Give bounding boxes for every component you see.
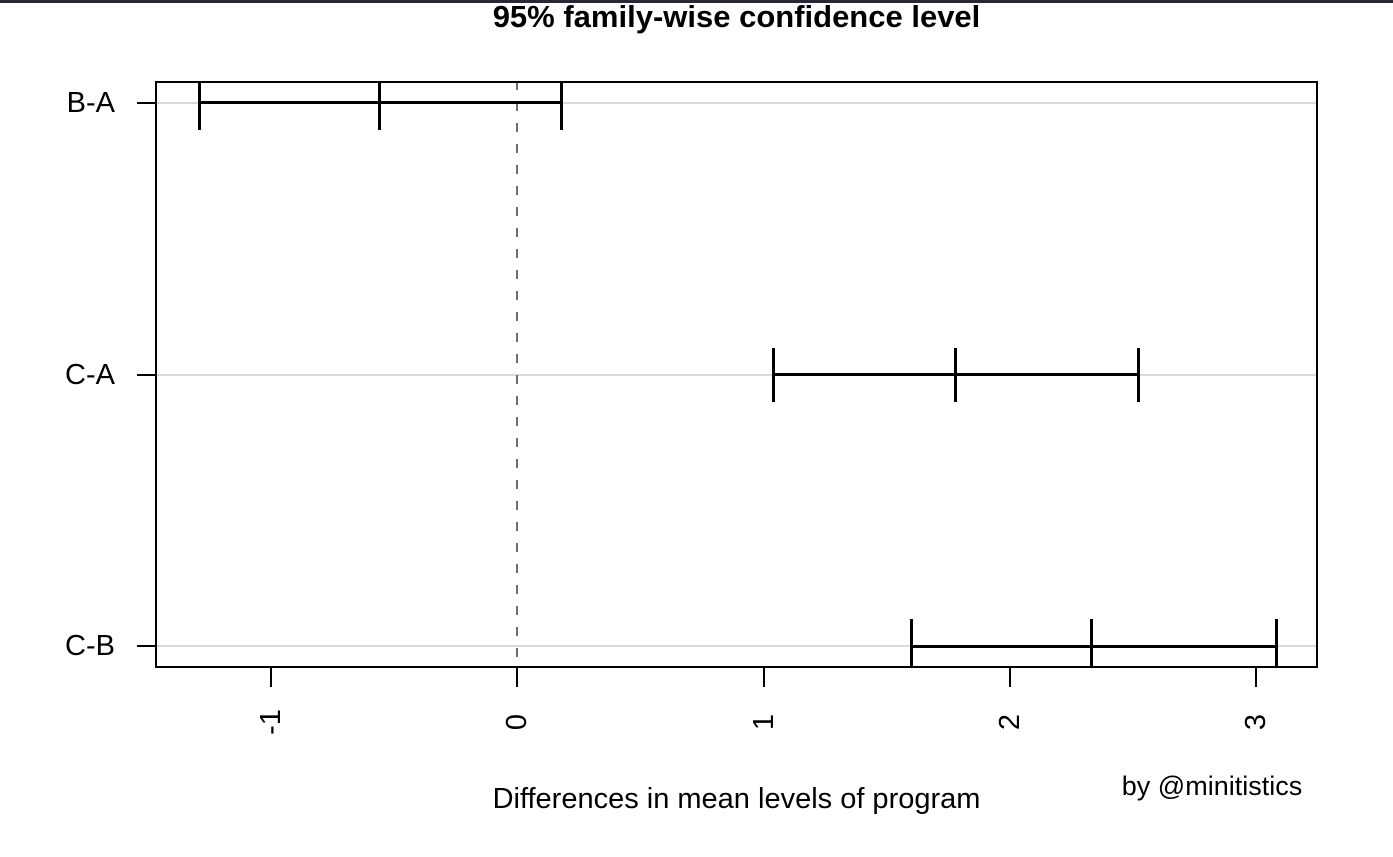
x-axis-tick-label: 3	[1240, 713, 1273, 731]
plot-area	[155, 81, 1318, 668]
chart-title: 95% family-wise confidence level	[492, 0, 981, 34]
gridline	[155, 645, 1318, 648]
interval-cap-lower	[771, 347, 775, 402]
x-axis-tick-label: -1	[254, 709, 287, 735]
attribution-text: by @minitistics	[1121, 771, 1303, 801]
interval-tick-center	[377, 81, 381, 130]
x-axis-tick-label: 1	[747, 713, 780, 731]
x-axis-tick	[1255, 668, 1258, 687]
window-top-edge	[0, 0, 1393, 3]
interval-tick-center	[954, 347, 958, 402]
x-axis-tick-label: 2	[994, 713, 1026, 731]
y-axis-label: B-A	[66, 86, 115, 119]
x-axis-tick	[762, 668, 765, 687]
x-axis-tick	[269, 668, 272, 687]
y-axis-tick	[137, 645, 155, 648]
interval-cap-upper	[1136, 347, 1140, 402]
y-axis-tick	[137, 373, 155, 376]
zero-reference-line	[516, 81, 519, 668]
interval-tick-center	[1089, 619, 1093, 668]
interval-cap-upper	[560, 81, 564, 130]
x-axis-tick-label: 0	[501, 713, 534, 731]
y-axis-tick	[137, 101, 155, 104]
x-axis-tick	[516, 668, 519, 687]
interval-cap-upper	[1274, 619, 1278, 668]
y-axis-label: C-B	[65, 630, 115, 663]
x-axis-tick	[1009, 668, 1011, 687]
interval-cap-lower	[197, 81, 201, 130]
x-axis-title: Differences in mean levels of program	[492, 783, 981, 815]
gridline	[155, 373, 1318, 376]
gridline	[155, 101, 1318, 104]
confidence-interval-line	[911, 644, 1277, 648]
y-axis-label: C-A	[65, 358, 115, 391]
interval-cap-lower	[909, 619, 913, 668]
